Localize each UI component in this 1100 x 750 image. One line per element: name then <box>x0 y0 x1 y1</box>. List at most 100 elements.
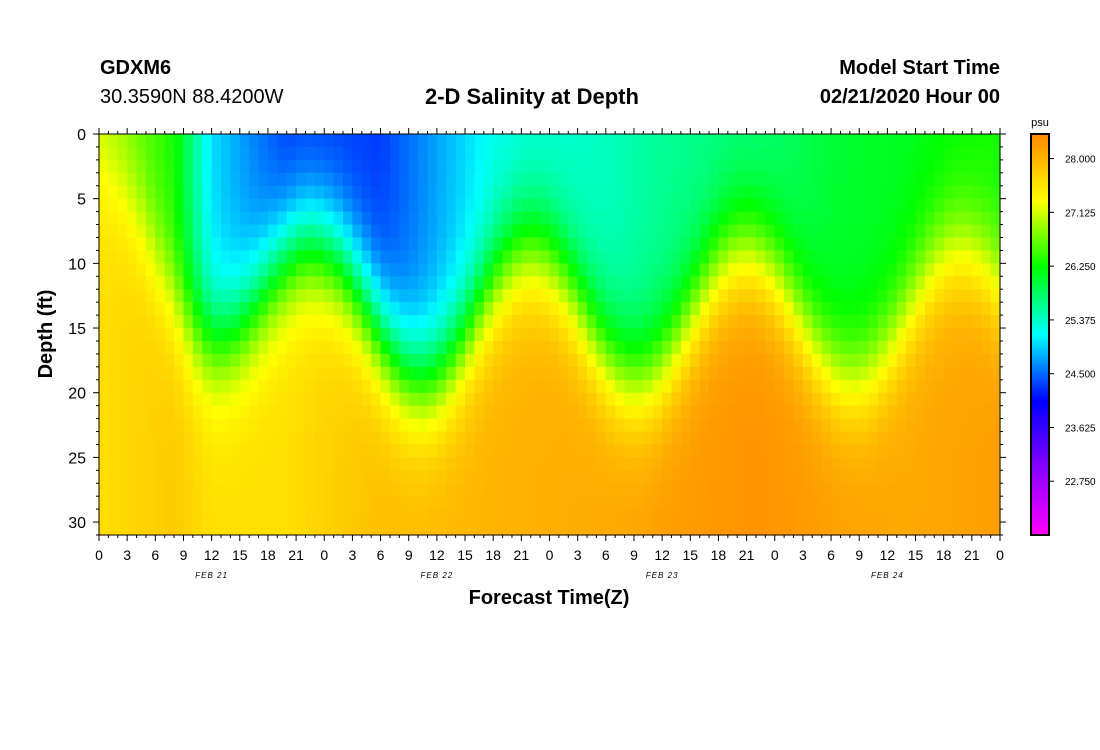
heatmap-cell <box>352 276 363 290</box>
heatmap-cell <box>511 379 522 394</box>
heatmap-cell <box>962 340 973 355</box>
heatmap-cell <box>558 185 569 200</box>
chart-title: 2-D Salinity at Depth <box>425 84 639 109</box>
heatmap-cell <box>680 302 691 316</box>
heatmap-cell <box>192 328 203 342</box>
heatmap-cell <box>99 392 109 407</box>
heatmap-cell <box>943 444 954 458</box>
heatmap-cell <box>418 211 429 226</box>
heatmap-cell <box>877 366 888 381</box>
heatmap-cell <box>239 250 250 264</box>
heatmap-cell <box>239 496 250 510</box>
heatmap-cell <box>371 159 382 174</box>
heatmap-cell <box>549 211 560 226</box>
heatmap-cell <box>455 302 466 316</box>
x-tick-label: 12 <box>429 547 445 563</box>
x-tick-label: 12 <box>204 547 220 563</box>
heatmap-cell <box>408 302 419 316</box>
heatmap-cell <box>699 444 710 458</box>
heatmap-cell <box>324 302 335 316</box>
heatmap-cell <box>577 470 588 484</box>
heatmap-cell <box>962 315 973 329</box>
heatmap-cell <box>906 509 917 523</box>
heatmap-cell <box>765 134 776 148</box>
x-day-label: FEB 21 <box>195 571 228 580</box>
heatmap-cell <box>990 340 1001 355</box>
heatmap-cell <box>361 379 372 394</box>
heatmap-cell <box>615 444 626 458</box>
heatmap-cell <box>737 379 748 394</box>
heatmap-cell <box>333 289 344 303</box>
heatmap-cell <box>483 392 494 407</box>
heatmap-cell <box>793 224 804 239</box>
heatmap-cell <box>643 496 654 510</box>
heatmap-cell <box>680 509 691 523</box>
heatmap-cell <box>493 353 504 368</box>
heatmap-cell <box>746 289 757 303</box>
heatmap-cell <box>286 509 297 523</box>
heatmap-cell <box>427 315 438 329</box>
heatmap-cell <box>117 340 128 355</box>
heatmap-cell <box>924 457 935 471</box>
heatmap-cell <box>483 457 494 471</box>
heatmap-cell <box>662 185 673 200</box>
heatmap-cell <box>408 263 419 277</box>
heatmap-cell <box>765 250 776 264</box>
heatmap-cell <box>906 353 917 368</box>
heatmap-cell <box>305 185 316 200</box>
y-axis-label: Depth (ft) <box>35 290 57 379</box>
heatmap-cell <box>831 379 842 394</box>
heatmap-cell <box>399 250 410 264</box>
heatmap-cell <box>587 353 598 368</box>
heatmap-cell <box>380 366 391 381</box>
heatmap-cell <box>690 444 701 458</box>
heatmap-cell <box>624 289 635 303</box>
heatmap-cell <box>117 302 128 316</box>
heatmap-cell <box>361 431 372 446</box>
heatmap-cell <box>540 159 551 174</box>
heatmap-cell <box>596 405 607 420</box>
colorbar-tick-label: 26.250 <box>1065 262 1096 273</box>
heatmap-cell <box>155 185 166 200</box>
heatmap-cell <box>924 185 935 200</box>
heatmap-cell <box>737 457 748 471</box>
heatmap-cell <box>99 328 109 342</box>
heatmap-cell <box>877 302 888 316</box>
heatmap-cell <box>943 405 954 420</box>
heatmap-cell <box>746 405 757 420</box>
heatmap-cell <box>202 328 213 342</box>
heatmap-cell <box>727 185 738 200</box>
heatmap-cell <box>821 340 832 355</box>
heatmap-cell <box>371 366 382 381</box>
heatmap-cell <box>371 198 382 213</box>
heatmap-cell <box>446 172 457 187</box>
heatmap-cell <box>849 211 860 226</box>
heatmap-cell <box>587 159 598 174</box>
heatmap-cell <box>174 444 185 458</box>
heatmap-cell <box>877 211 888 226</box>
heatmap-cell <box>568 405 579 420</box>
heatmap-cell <box>399 211 410 226</box>
heatmap-cell <box>277 457 288 471</box>
heatmap-cell <box>774 418 785 433</box>
heatmap-cell <box>558 457 569 471</box>
heatmap-cell <box>840 302 851 316</box>
heatmap-cell <box>924 289 935 303</box>
heatmap-cell <box>662 198 673 213</box>
heatmap-cell <box>474 302 485 316</box>
heatmap-cell <box>831 522 842 536</box>
heatmap-cell <box>127 379 138 394</box>
heatmap-cell <box>502 392 513 407</box>
heatmap-cell <box>127 315 138 329</box>
heatmap-cell <box>249 483 260 497</box>
heatmap-cell <box>680 172 691 187</box>
heatmap-cell <box>211 496 222 510</box>
heatmap-cell <box>859 418 870 433</box>
heatmap-cell <box>108 522 119 536</box>
heatmap-cell <box>615 315 626 329</box>
heatmap-cell <box>943 172 954 187</box>
heatmap-cell <box>258 522 269 536</box>
heatmap-cell <box>399 483 410 497</box>
heatmap-cell <box>953 457 964 471</box>
heatmap-cell <box>108 392 119 407</box>
